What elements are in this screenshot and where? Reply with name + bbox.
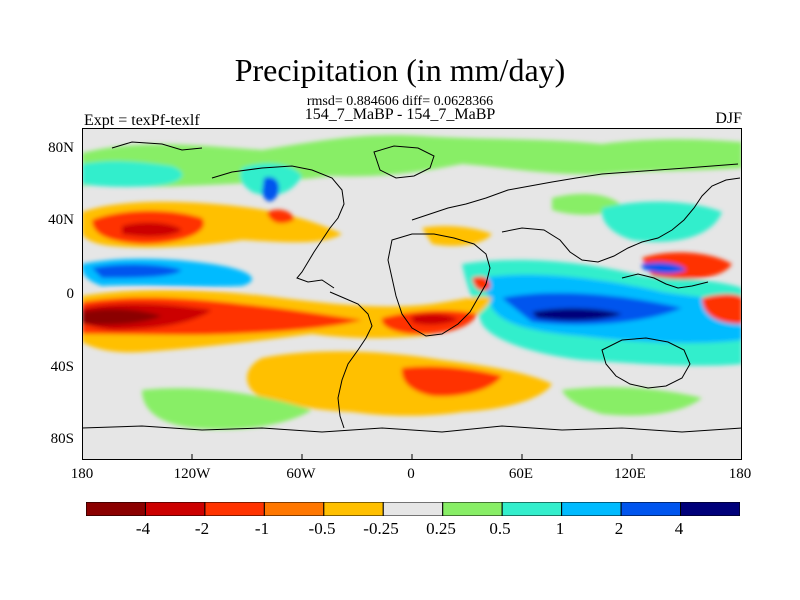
asia-cyan-patch <box>601 201 722 242</box>
greenland-coast <box>373 145 435 179</box>
south-green-band <box>142 388 312 430</box>
colorbar-label-4: -0.5 <box>308 519 336 538</box>
south-orange-band <box>247 351 552 416</box>
colorbar-swatch-3 <box>204 502 265 516</box>
south-red-band <box>401 366 502 397</box>
south-pacific-maroon <box>82 309 162 325</box>
colorbar <box>86 502 740 516</box>
colorbar-label-10: 4 <box>674 519 684 538</box>
colorbar-label-2: -2 <box>194 519 210 538</box>
colorbar-label-6: 0.25 <box>426 519 456 538</box>
europe-coast <box>411 163 739 221</box>
axis-ticks <box>191 454 633 460</box>
experiment-label: Expt = texPf-texlf <box>84 112 200 129</box>
colorbar-swatch-8 <box>501 502 563 516</box>
africa-coast <box>387 233 491 337</box>
rockies-blue-patch <box>262 176 280 202</box>
south-america-darkred <box>412 313 458 325</box>
north-america-coast <box>211 165 345 289</box>
lat-tick-40s: 40S <box>50 359 74 375</box>
australia-coast <box>601 337 691 389</box>
precipitation-map <box>82 128 742 460</box>
colorbar-label-7: 0.5 <box>489 519 511 538</box>
africa-east-red <box>472 276 491 291</box>
gulf-red <box>267 209 294 224</box>
colorbar-swatch-11 <box>680 502 740 516</box>
east-blue-blob <box>642 262 686 274</box>
lon-tick-120e: 120E <box>614 466 646 482</box>
lon-tick-60e: 60E <box>508 466 534 482</box>
north-pacific-darkred <box>122 222 182 237</box>
lon-tick-60w: 60W <box>286 466 316 482</box>
colorbar-label-1: -4 <box>135 519 151 538</box>
maritime-continent-coast <box>621 273 709 289</box>
northwest-arctic-coast <box>111 141 203 151</box>
coastlines <box>82 141 742 433</box>
rmsd-diff-stats: rmsd= 0.884606 diff= 0.0628366 <box>306 94 494 109</box>
colorbar-swatch-9 <box>561 502 622 516</box>
colorbar-swatch-6 <box>382 502 444 516</box>
colorbar-swatch-4 <box>263 502 325 516</box>
south-america-coast <box>329 291 373 429</box>
colorbar-swatch-1 <box>86 502 146 516</box>
lat-tick-40n: 40N <box>48 212 74 228</box>
north-cyan-patch <box>82 160 183 187</box>
case-comparison-label: 154_7_MaBP - 154_7_MaBP <box>304 106 496 123</box>
south-green-band-2 <box>562 387 702 416</box>
asia-coast <box>501 177 741 263</box>
equatorial-pacific-deepblue <box>92 264 182 278</box>
colorbar-label-8: 1 <box>555 519 565 538</box>
lat-tick-equator: 0 <box>66 286 75 302</box>
lon-tick-0: 0 <box>407 466 415 482</box>
colorbar-swatch-7 <box>442 502 503 516</box>
season-label: DJF <box>715 110 742 127</box>
colorbar-swatch-5 <box>323 502 384 516</box>
lat-tick-80s: 80S <box>50 431 74 447</box>
antarctica-coast <box>82 425 742 433</box>
indian-ocean-navy <box>532 308 622 321</box>
colorbar-label-5: -0.25 <box>363 519 399 538</box>
colorbar-label-9: 2 <box>614 519 624 538</box>
lat-tick-80n: 80N <box>48 140 74 156</box>
lon-tick-180w: 180 <box>70 466 94 482</box>
east-red-blob-2 <box>702 294 742 324</box>
colorbar-label-3: -1 <box>254 519 270 538</box>
lon-tick-180e: 180 <box>728 466 752 482</box>
colorbar-swatch-10 <box>620 502 682 516</box>
plot-title: Precipitation (in mm/day) <box>234 52 566 88</box>
colorbar-swatch-2 <box>144 502 206 516</box>
lon-tick-120w: 120W <box>173 466 211 482</box>
atlantic-orange <box>422 226 492 246</box>
